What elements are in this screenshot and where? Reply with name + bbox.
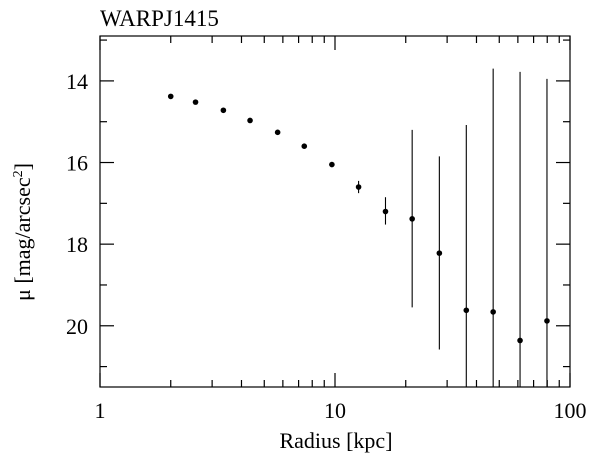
y-tick-label: 20 [66,314,88,339]
axes-box [99,35,571,388]
data-point [463,307,470,314]
axis-ticks [99,36,571,387]
data-point [247,117,253,124]
x-tick-label: 10 [324,398,346,423]
data-point [382,208,389,215]
data-point [436,250,443,256]
data-point [355,184,362,190]
y-axis-label-main: μ [mag/arcsec [10,177,35,301]
data-point [544,318,550,324]
y-tick-label: 14 [66,69,88,94]
data-marks [167,68,550,387]
data-point [409,216,415,222]
x-tick-label: 1 [95,398,106,423]
y-tick-label: 18 [66,232,88,257]
data-point [517,337,523,344]
y-axis-label-close: ] [10,163,35,170]
y-axis-label-superscript: 2 [11,170,26,177]
axis-tick-labels: 1 10 100 14 16 18 20 [66,69,587,423]
x-tick-label: 100 [554,398,587,423]
data-point [167,93,174,100]
data-point [301,143,308,149]
chart-title: WARPJ1415 [100,6,219,31]
y-tick-label: 16 [66,151,88,176]
x-axis-label: Radius [kpc] [279,428,392,453]
data-point [220,107,227,114]
plot-frame [99,35,571,388]
data-point [490,309,496,315]
data-point [192,99,199,105]
data-point [274,129,281,136]
data-point [329,161,335,168]
y-axis-label: μ [mag/arcsec2] [10,163,35,301]
